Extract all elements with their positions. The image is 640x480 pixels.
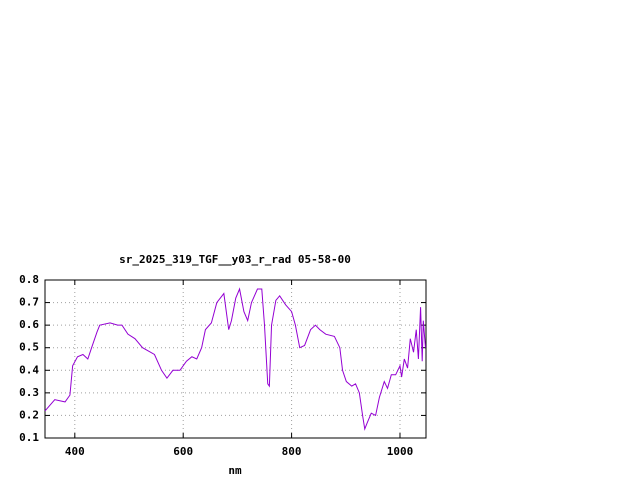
y-tick-label: 0.4 bbox=[19, 363, 39, 376]
y-tick-label: 0.1 bbox=[19, 431, 39, 444]
plot-border bbox=[44, 279, 427, 439]
data-line bbox=[44, 287, 426, 431]
y-tick-label: 0.6 bbox=[19, 318, 39, 331]
y-tick-label: 0.7 bbox=[19, 296, 39, 309]
chart-title: sr_2025_319_TGF__y03_r_rad 05-58-00 bbox=[119, 253, 351, 266]
x-axis-label: nm bbox=[228, 464, 242, 477]
y-tick-label: 0.8 bbox=[19, 273, 39, 286]
y-tick-label: 0.2 bbox=[19, 408, 39, 421]
x-tick-label: 400 bbox=[65, 445, 85, 458]
y-tick-label: 0.5 bbox=[19, 341, 39, 354]
x-tick-label: 600 bbox=[173, 445, 193, 458]
x-tick-label: 1000 bbox=[387, 445, 414, 458]
y-tick-label: 0.3 bbox=[19, 386, 39, 399]
x-tick-label: 800 bbox=[282, 445, 302, 458]
